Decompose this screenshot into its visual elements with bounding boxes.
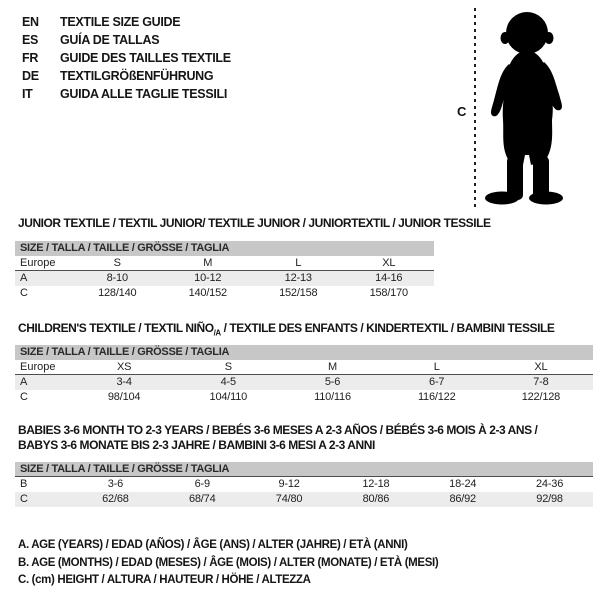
lang-row-de: DE TEXTILGRÖßENFÜHRUNG — [22, 67, 231, 85]
table-row-c: C 98/104 104/110 110/116 116/122 122/128 — [15, 390, 593, 405]
title-text: CHILDREN'S TEXTILE / TEXTIL NIÑO — [18, 321, 214, 335]
column-header: M — [203, 257, 213, 269]
measurement-figure: C — [448, 6, 596, 210]
section-title-junior: JUNIOR TEXTILE / TEXTIL JUNIOR/ TEXTILE … — [18, 216, 491, 230]
table-row-c: C 62/68 68/74 74/80 80/86 86/92 92/98 — [15, 492, 593, 507]
size-cell: 5-6 — [324, 376, 341, 388]
lang-title: GUÍA DE TALLAS — [60, 33, 160, 47]
lang-code: FR — [22, 51, 39, 65]
row-label: A — [20, 376, 28, 388]
title-line-1: BABIES 3-6 MONTH TO 2-3 YEARS / BEBÉS 3-… — [18, 423, 538, 437]
footnote-b: B. AGE (MONTHS) / EDAD (MESES) / ÂGE (MO… — [18, 556, 439, 569]
column-header: S — [113, 257, 121, 269]
footnote-c: C. (cm) HEIGHT / ALTURA / HAUTEUR / HÖHE… — [18, 574, 311, 586]
region-label: Europe — [20, 361, 56, 373]
lang-row-fr: FR GUIDE DES TAILLES TEXTILE — [22, 49, 231, 67]
size-cell: 80/86 — [362, 493, 390, 505]
table-header-bar: SIZE / TALLA / TAILLE / GRÖSSE / TAGLIA — [15, 241, 434, 256]
size-cell: 104/110 — [209, 391, 248, 403]
size-cell: 68/74 — [188, 493, 216, 505]
row-label: C — [20, 493, 28, 505]
size-cell: 122/128 — [521, 391, 561, 403]
column-header: M — [328, 361, 337, 373]
size-cell: 7-8 — [533, 376, 549, 388]
table-row-b: B 3-6 6-9 9-12 12-18 18-24 24-36 — [15, 477, 593, 492]
column-header: XS — [116, 361, 132, 373]
lang-title: GUIDA ALLE TAGLIE TESSILI — [60, 87, 228, 101]
size-cell: 110/116 — [314, 391, 351, 403]
toddler-silhouette-image — [485, 12, 563, 205]
column-header: S — [224, 361, 232, 373]
size-cell: 158/170 — [369, 287, 409, 299]
size-cell: 116/122 — [417, 391, 456, 403]
size-cell: 3-6 — [107, 478, 124, 490]
language-header: EN TEXTILE SIZE GUIDE ES GUÍA DE TALLAS … — [22, 13, 231, 103]
lang-row-en: EN TEXTILE SIZE GUIDE — [22, 13, 231, 31]
lang-title: TEXTILE SIZE GUIDE — [60, 15, 181, 29]
height-measure-label: C — [457, 104, 467, 119]
column-header: L — [433, 361, 440, 373]
size-cell: 152/158 — [279, 287, 318, 299]
section-title-babies: BABIES 3-6 MONTH TO 2-3 YEARS / BEBÉS 3-… — [18, 423, 538, 453]
size-cell: 9-12 — [278, 478, 300, 490]
legend-footnotes: A. AGE (YEARS) / EDAD (AÑOS) / ÂGE (ANS)… — [18, 537, 439, 590]
size-cell: 140/152 — [188, 287, 228, 299]
title-text: / TEXTILE DES ENFANTS / KINDERTEXTIL / B… — [220, 321, 555, 335]
lang-code: DE — [22, 69, 39, 83]
table-header-bar: SIZE / TALLA / TAILLE / GRÖSSE / TAGLIA — [15, 462, 593, 477]
region-label: Europe — [20, 257, 56, 269]
size-cell: 128/140 — [98, 287, 137, 299]
column-header: L — [295, 257, 302, 269]
row-label: B — [20, 478, 28, 490]
row-label: C — [20, 287, 28, 299]
size-cell: 10-12 — [194, 272, 222, 284]
size-cell: 24-36 — [535, 478, 564, 490]
title-subscript: /A — [213, 328, 222, 338]
size-cell: 86/92 — [449, 493, 476, 505]
size-table-children: SIZE / TALLA / TAILLE / GRÖSSE / TAGLIA … — [15, 345, 593, 405]
title-line-2: BABYS 3-6 MONATE BIS 2-3 JAHRE / BAMBINI… — [18, 438, 375, 452]
size-table-babies: SIZE / TALLA / TAILLE / GRÖSSE / TAGLIA … — [15, 462, 593, 507]
column-header-row: Europe S M L XL — [15, 256, 434, 271]
size-cell: 6-7 — [429, 376, 445, 388]
lang-row-it: IT GUIDA ALLE TAGLIE TESSILI — [22, 85, 231, 103]
column-header-row: Europe XS S M L XL — [15, 360, 593, 375]
table-row-c: C 128/140 140/152 152/158 158/170 — [15, 286, 434, 301]
table-row-a: A 3-4 4-5 5-6 6-7 7-8 — [15, 375, 593, 390]
column-header: XL — [382, 257, 396, 269]
size-cell: 98/104 — [107, 391, 141, 403]
size-cell: 6-9 — [194, 478, 211, 490]
lang-code: EN — [22, 15, 39, 29]
lang-row-es: ES GUÍA DE TALLAS — [22, 31, 231, 49]
size-cell: 18-24 — [449, 478, 477, 490]
size-cell: 14-16 — [375, 272, 403, 284]
lang-code: ES — [22, 33, 39, 47]
size-cell: 74/80 — [275, 493, 303, 505]
size-cell: 8-10 — [106, 272, 128, 284]
lang-title: TEXTILGRÖßENFÜHRUNG — [60, 69, 214, 83]
row-label: C — [20, 391, 28, 403]
size-cell: 3-4 — [116, 376, 132, 388]
size-table-junior: SIZE / TALLA / TAILLE / GRÖSSE / TAGLIA … — [15, 241, 434, 301]
size-cell: 4-5 — [220, 376, 237, 388]
size-cell: 12-13 — [284, 272, 312, 284]
column-header: XL — [534, 361, 548, 373]
row-label: A — [20, 272, 28, 284]
size-cell: 92/98 — [536, 493, 563, 505]
lang-code: IT — [22, 87, 33, 101]
size-cell: 12-18 — [362, 478, 390, 490]
table-header-bar: SIZE / TALLA / TAILLE / GRÖSSE / TAGLIA — [15, 345, 593, 360]
lang-title: GUIDE DES TAILLES TEXTILE — [60, 51, 231, 65]
footnote-a: A. AGE (YEARS) / EDAD (AÑOS) / ÂGE (ANS)… — [18, 539, 408, 551]
section-title-children: CHILDREN'S TEXTILE / TEXTIL NIÑO/A / TEX… — [18, 321, 555, 340]
height-dashed-line — [474, 8, 476, 208]
table-row-a: A 8-10 10-12 12-13 14-16 — [15, 271, 434, 286]
size-cell: 62/68 — [102, 493, 129, 505]
